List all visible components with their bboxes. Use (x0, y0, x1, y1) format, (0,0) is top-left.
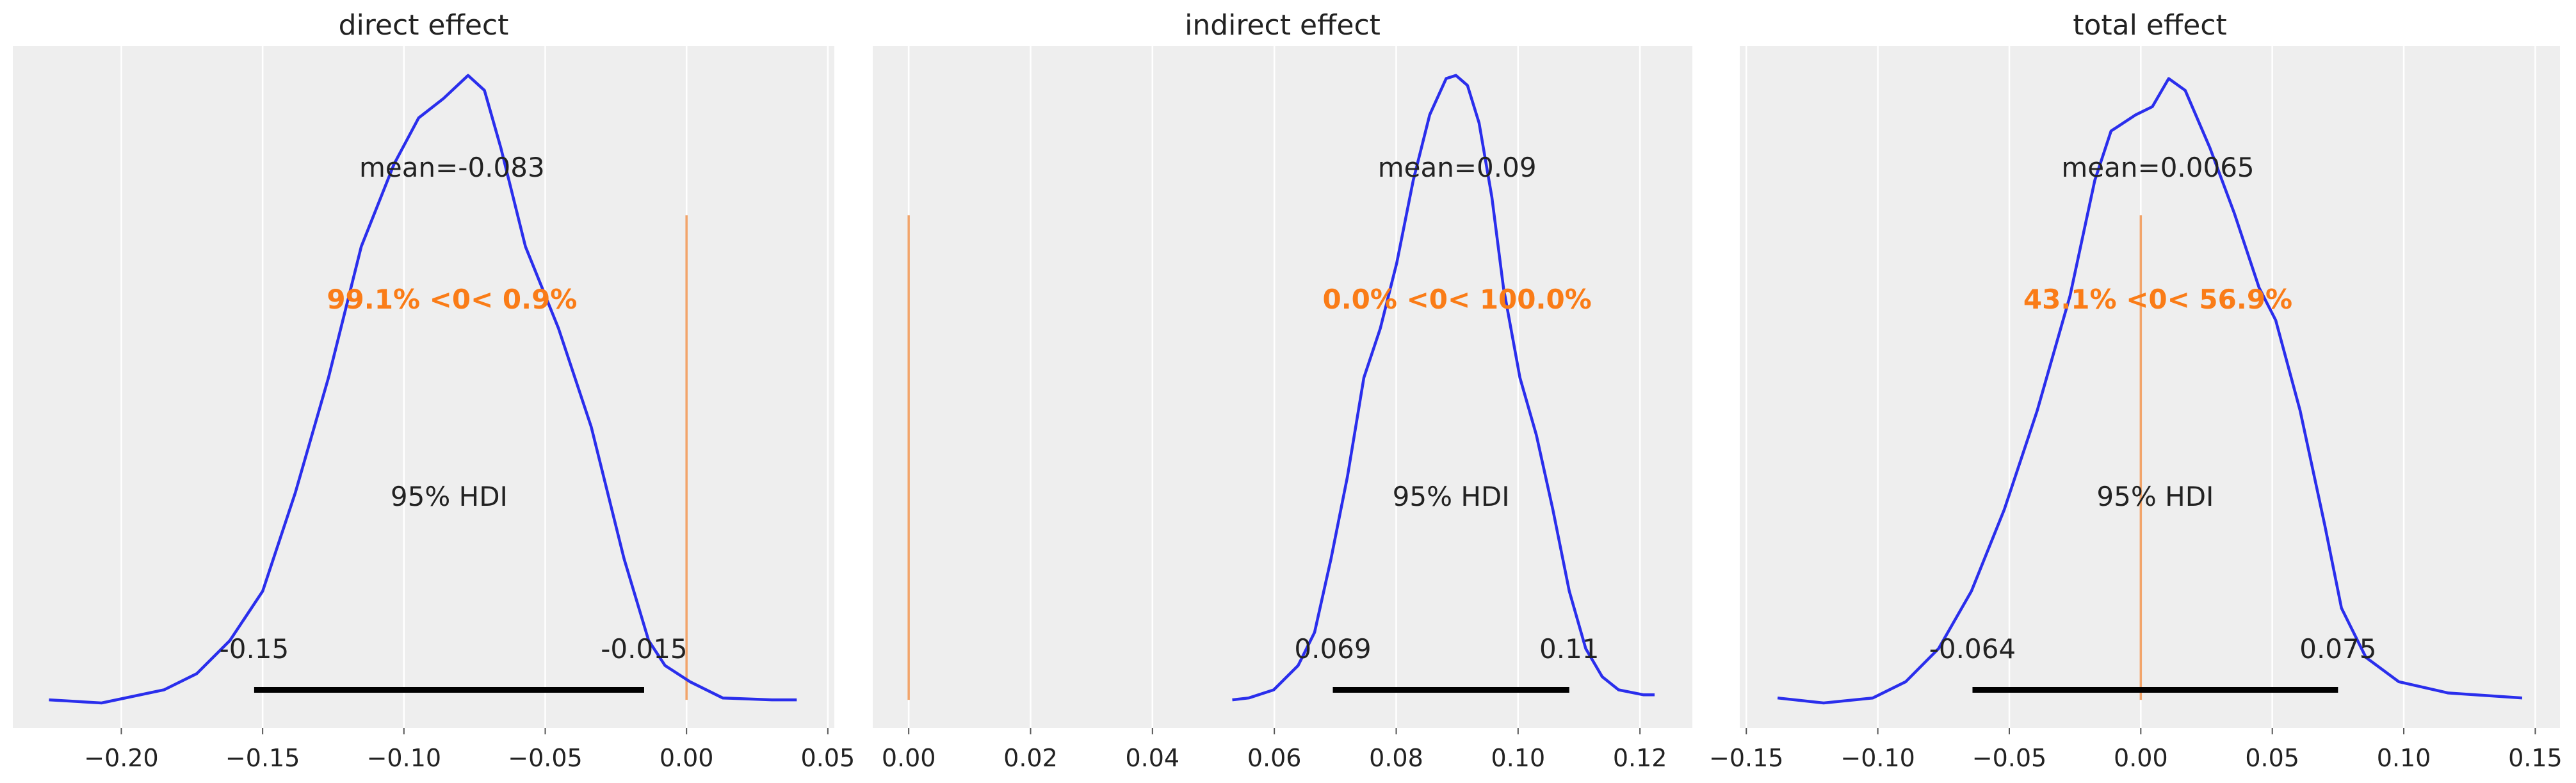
kde-curve (49, 74, 797, 705)
x-tick-label: 0.00 (2114, 744, 2168, 772)
x-tick-label: 0.00 (660, 744, 714, 772)
x-tick-label: −0.05 (508, 744, 582, 772)
x-tick-label: 0.05 (2245, 744, 2299, 772)
x-tick-label: 0.00 (882, 744, 936, 772)
x-tick-label: 0.15 (2508, 744, 2563, 772)
plot-area (13, 46, 834, 728)
x-tick-label: −0.10 (367, 744, 441, 772)
x-tick-label: 0.02 (1003, 744, 1058, 772)
x-tick-label: −0.10 (1840, 744, 1915, 772)
hdi-lower-label: 0.069 (1294, 633, 1371, 665)
plot-area (1740, 46, 2560, 728)
reference-probability-label: 43.1% <0< 56.9% (2023, 284, 2292, 315)
x-tick-label: −0.15 (225, 744, 300, 772)
x-tick-label: −0.15 (1709, 744, 1783, 772)
panel-3: total effect −0.15 −0.10 −0.05 0.00 0.05 0.10 0… (1709, 9, 2563, 772)
plot-area (873, 46, 1692, 728)
x-tick-label: −0.05 (1972, 744, 2046, 772)
x-tick-label: 0.12 (1613, 744, 1667, 772)
reference-probability-label: 0.0% <0< 100.0% (1323, 284, 1592, 315)
hdi-lower-label: -0.15 (220, 633, 289, 665)
kde-curve (1232, 74, 1655, 702)
panel-1: direct effect −0.20 −0.15 −0.10 −0.05 0.00 0.0… (13, 9, 855, 772)
hdi-upper-label: 0.11 (1539, 633, 1600, 665)
panel-title: total effect (2073, 9, 2227, 42)
x-tick-label: −0.20 (84, 744, 158, 772)
mean-label: mean=-0.083 (359, 152, 545, 183)
panel-title: indirect effect (1185, 9, 1381, 42)
mean-label: mean=0.09 (1378, 152, 1537, 183)
hdi-probability-label: 95% HDI (1393, 481, 1510, 512)
reference-probability-label: 99.1% <0< 0.9% (327, 284, 577, 315)
x-tick-label: 0.10 (1491, 744, 1546, 772)
x-tick-label: 0.06 (1247, 744, 1302, 772)
mean-label: mean=0.0065 (2061, 152, 2254, 183)
panel-2: indirect effect 0.00 0.02 0.04 0.06 0.08 0.10 0… (873, 9, 1692, 772)
hdi-upper-label: 0.075 (2299, 633, 2376, 665)
hdi-upper-label: -0.015 (601, 633, 687, 665)
hdi-probability-label: 95% HDI (391, 481, 508, 512)
kde-curve (1777, 77, 2523, 705)
x-tick-label: 0.08 (1369, 744, 1423, 772)
hdi-probability-label: 95% HDI (2096, 481, 2214, 512)
x-tick-label: 0.04 (1126, 744, 1180, 772)
x-tick-label: 0.05 (801, 744, 855, 772)
panel-title: direct effect (339, 9, 509, 42)
x-tick-label: 0.10 (2377, 744, 2431, 772)
hdi-lower-label: -0.064 (1929, 633, 2016, 665)
